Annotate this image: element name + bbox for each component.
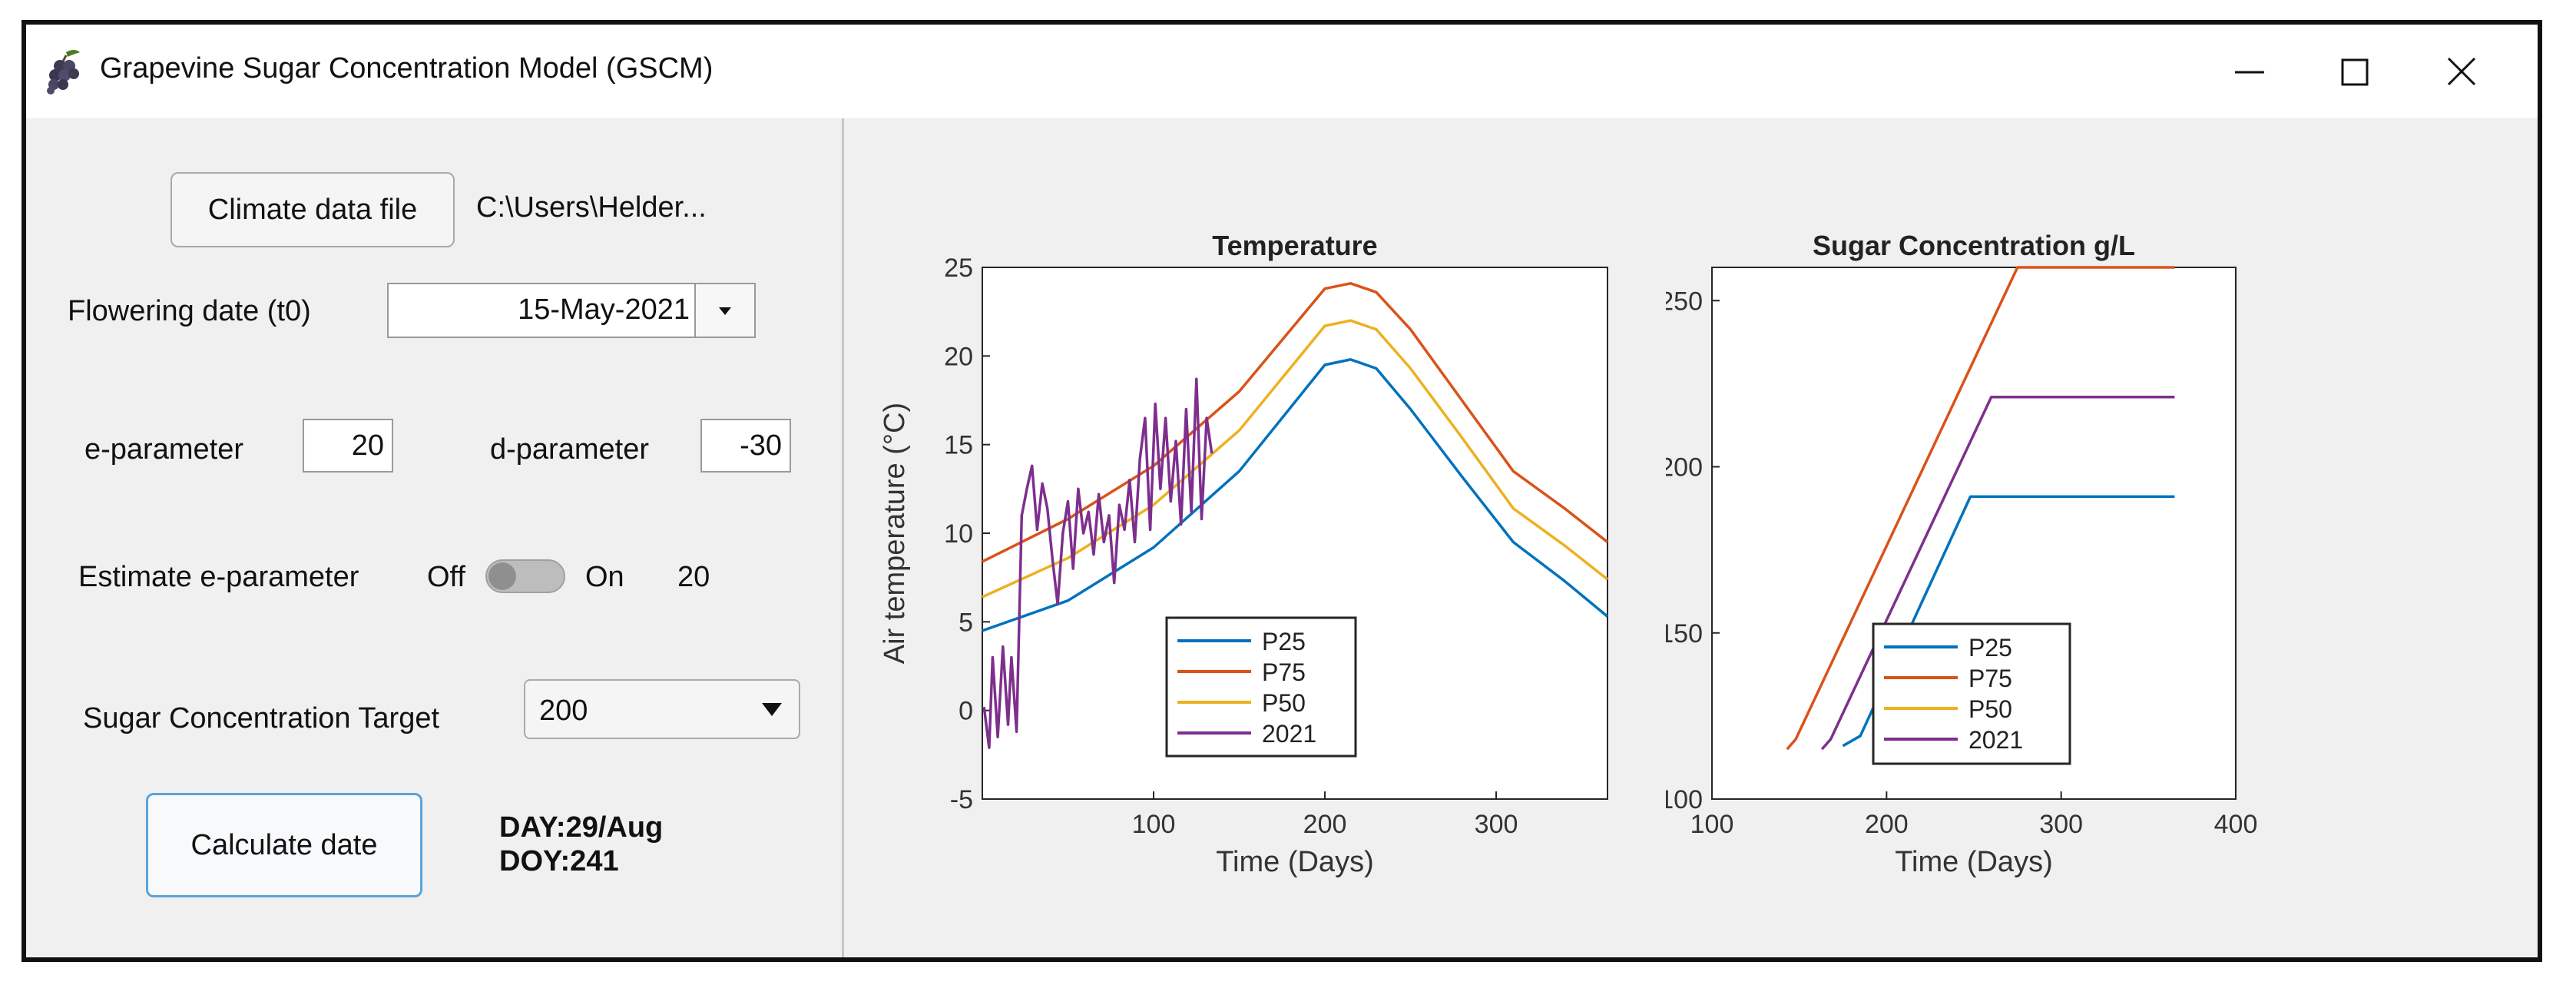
y-tick-label: 25 [944,254,973,283]
climate-data-file-button[interactable]: Climate data file [171,172,455,247]
y-tick-label: 20 [944,342,973,371]
panel-divider [842,118,844,957]
grape-icon [43,48,88,95]
x-tick-label: 100 [1132,810,1176,839]
temperature-chart: Temperature 100 200 300 -5 0 5 10 15 20 25 Time (Da… [879,230,1609,878]
estimated-e-value: 20 [677,561,710,593]
close-button[interactable] [2412,25,2510,117]
d-parameter-input[interactable]: -30 [700,419,791,473]
app-window: Grapevine Sugar Concentration Model (GSC… [22,20,2542,962]
flowering-date-label: Flowering date (t0) [68,295,311,327]
minimize-button[interactable] [2200,25,2298,117]
legend-label-2021: 2021 [1968,726,2023,754]
estimate-e-parameter-label: Estimate e-parameter [78,561,359,593]
toggle-knob[interactable] [488,562,516,590]
series-line-p25 [1842,495,2175,748]
legend-label-2021: 2021 [1262,720,1316,748]
series-line-2021 [982,377,1214,749]
maximize-button[interactable] [2304,25,2402,117]
series-line-p75 [1786,266,2175,751]
x-axis-label: Time (Days) [1895,846,2052,878]
sugar-target-value: 200 [539,695,588,727]
maximize-icon [2341,58,2369,86]
series-line-2021 [1820,395,2175,751]
climate-file-path: C:\Users\Helder... [476,191,707,224]
window-title: Grapevine Sugar Concentration Model (GSC… [100,52,714,85]
chart-title: Sugar Concentration g/L [1813,230,2135,261]
y-tick-label: -5 [950,785,973,814]
y-tick-label: 100 [1666,785,1703,814]
sugar-target-dropdown[interactable]: 200 [524,679,800,739]
charts-panel: Temperature 100 200 300 -5 0 5 10 15 20 25 Time (Da… [844,118,2538,957]
x-axis-label: Time (Days) [1216,846,1373,878]
flowering-date-picker[interactable]: 15-May-2021 [387,283,756,338]
legend-label-p50: P50 [1968,695,2012,723]
y-tick-label: 200 [1666,453,1703,483]
legend-label-p75: P75 [1262,658,1306,686]
result-day: DAY:29/Aug [499,811,664,844]
x-tick-label: 200 [1303,810,1347,839]
toggle-off-label: Off [427,561,465,593]
calculate-date-button[interactable]: Calculate date [146,793,422,897]
series-line-p25 [982,358,1609,632]
chart-title: Temperature [1212,230,1377,261]
sugar-target-label: Sugar Concentration Target [83,702,440,735]
legend-label-p75: P75 [1968,665,2012,692]
y-tick-label: 5 [959,608,973,637]
sugar-concentration-chart: Sugar Concentration g/L 100 200 300 400 100 15… [1666,230,2258,878]
e-parameter-input[interactable]: 20 [303,419,393,473]
x-tick-label: 100 [1690,810,1734,839]
estimate-toggle-switch[interactable] [485,559,565,593]
x-tick-label: 300 [1475,810,1518,839]
legend-label-p50: P50 [1262,689,1306,717]
legend-label-p25: P25 [1968,634,2012,662]
caret-down-icon [762,703,782,716]
close-icon [2447,57,2476,86]
x-tick-label: 300 [2039,810,2083,839]
y-tick-label: 150 [1666,619,1703,648]
legend-box [1165,616,1357,758]
legend-label-p25: P25 [1262,628,1306,655]
e-parameter-label: e-parameter [84,433,243,466]
caret-down-icon [719,307,731,315]
y-tick-label: 15 [944,431,973,460]
flowering-date-value: 15-May-2021 [518,294,690,326]
toggle-on-label: On [585,561,624,593]
y-tick-label: 0 [959,697,973,726]
x-tick-label: 400 [2214,810,2258,839]
x-tick-label: 200 [1865,810,1909,839]
y-tick-label: 10 [944,519,973,549]
y-tick-label: 250 [1666,287,1703,316]
y-axis-label: Air temperature (°C) [879,403,911,664]
d-parameter-label: d-parameter [490,433,649,466]
title-bar: Grapevine Sugar Concentration Model (GSC… [26,25,2538,120]
series-line-p50 [982,319,1609,599]
flowering-date-dropdown-button[interactable] [694,284,754,337]
result-doy: DOY:241 [499,845,619,877]
control-panel: Climate data file C:\Users\Helder... Flo… [26,118,842,957]
